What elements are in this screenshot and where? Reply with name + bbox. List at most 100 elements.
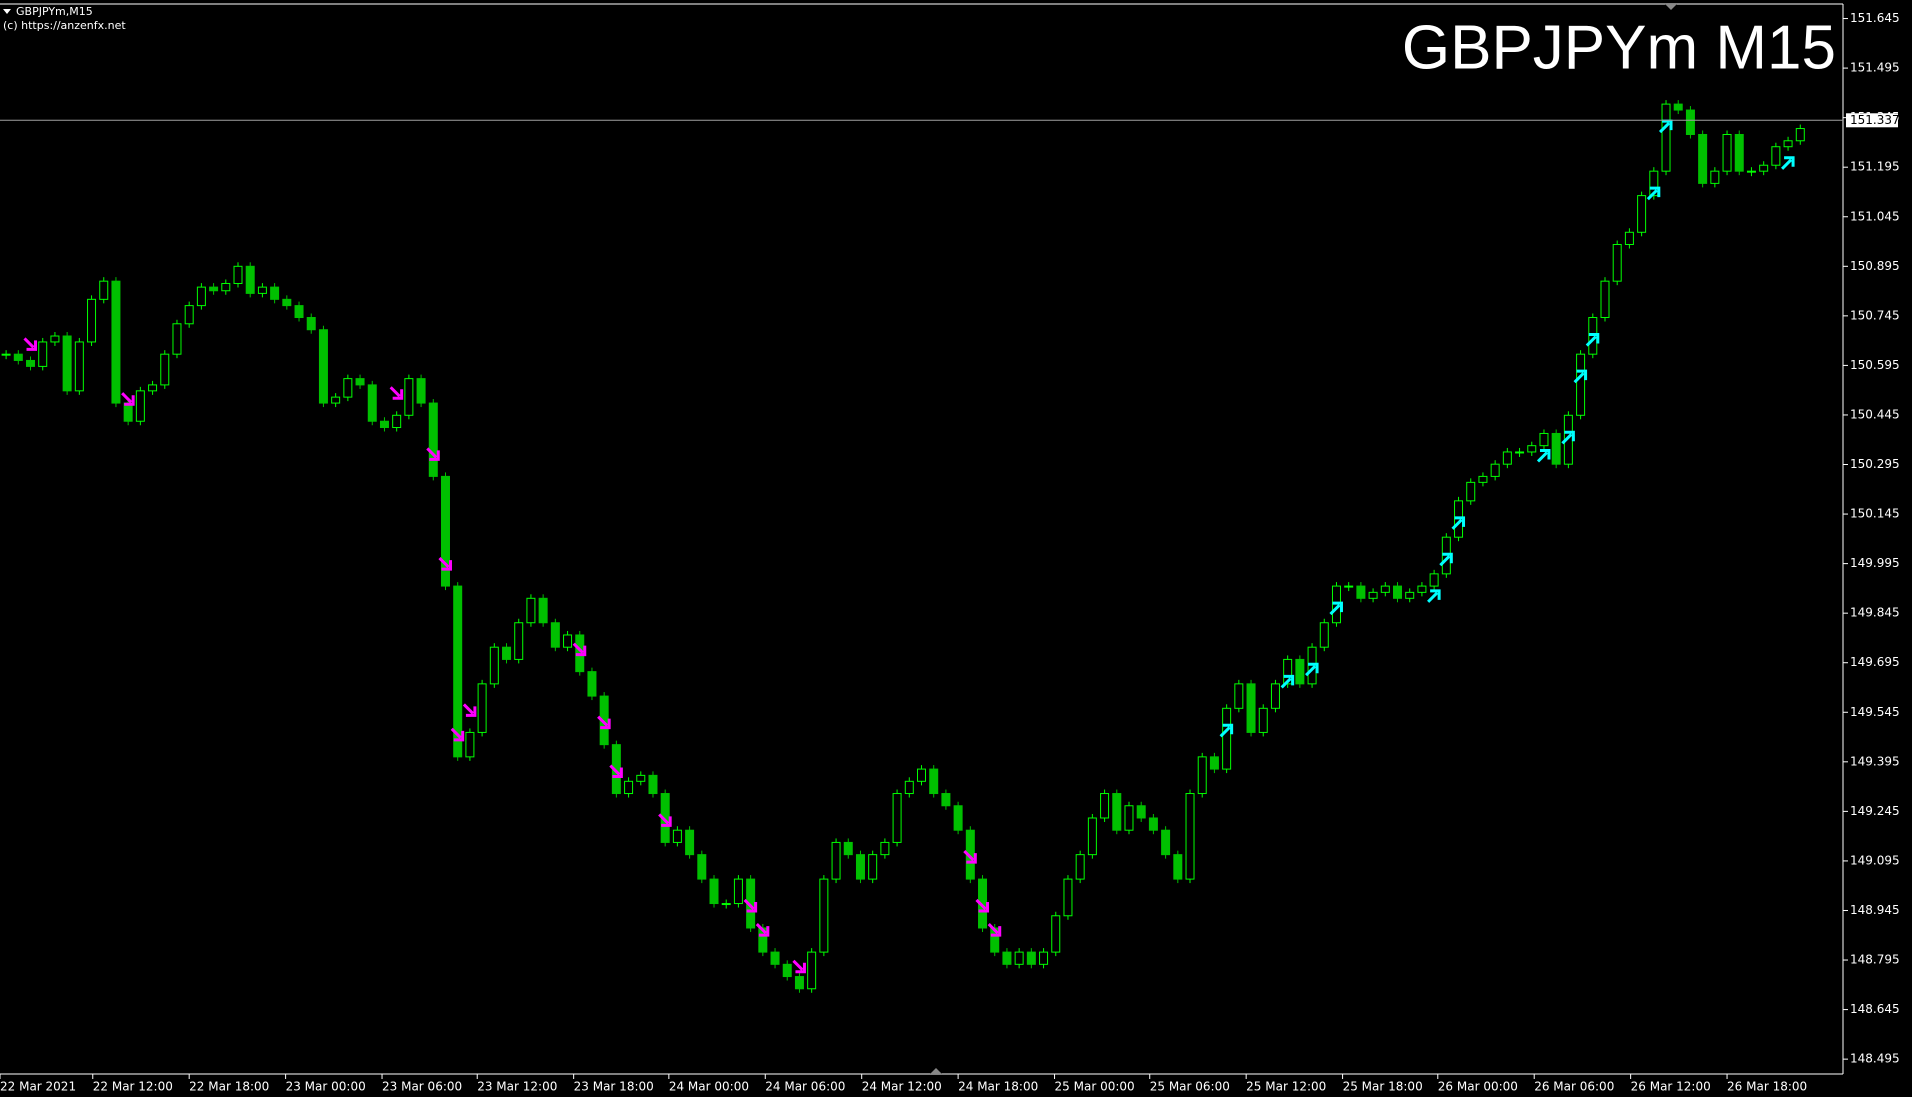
- buy-arrow: [1585, 333, 1600, 347]
- candle-body: [929, 768, 939, 795]
- candle-body: [1624, 231, 1634, 246]
- candle-body: [1502, 451, 1512, 465]
- x-tick-label: 24 Mar 00:00: [669, 1080, 749, 1094]
- candle-body: [1234, 683, 1244, 709]
- y-tick-label: 150.445: [1850, 407, 1900, 421]
- candle-body: [270, 286, 280, 300]
- candle-body: [953, 805, 963, 831]
- candle-body: [172, 323, 182, 355]
- candle-body: [1795, 128, 1805, 142]
- sell-arrow: [755, 923, 770, 937]
- candle-body: [1612, 244, 1622, 282]
- y-tick-label: 150.895: [1850, 259, 1900, 273]
- sell-arrow: [572, 642, 587, 657]
- x-tick-label: 24 Mar 12:00: [862, 1080, 942, 1094]
- candle-body: [1246, 683, 1256, 733]
- candle-body: [209, 286, 219, 292]
- candle-body: [416, 378, 426, 404]
- candle-body: [257, 286, 267, 294]
- x-tick-label: 25 Mar 18:00: [1343, 1080, 1423, 1094]
- sell-arrow: [609, 764, 623, 779]
- candle-body: [502, 646, 512, 660]
- candle-body: [99, 280, 109, 300]
- buy-arrow: [1561, 430, 1575, 445]
- candle-body: [1649, 170, 1659, 197]
- y-tick-label: 149.545: [1850, 705, 1900, 719]
- candle-body: [1478, 475, 1488, 483]
- candle-body: [62, 335, 72, 392]
- candle-body: [941, 793, 951, 807]
- candle-body: [697, 854, 707, 880]
- candle-body: [465, 731, 475, 758]
- y-tick-label: 149.245: [1850, 804, 1900, 818]
- candle-body: [1771, 146, 1781, 166]
- candle-body: [1283, 658, 1293, 685]
- candle-body: [294, 305, 304, 319]
- candle-body: [1112, 793, 1122, 831]
- candle-body: [587, 671, 597, 697]
- candle-body: [306, 317, 316, 331]
- candle-body: [111, 280, 121, 404]
- x-tick-label: 22 Mar 12:00: [93, 1080, 173, 1094]
- sell-arrow: [987, 923, 1002, 937]
- y-tick-label: 150.595: [1850, 358, 1900, 372]
- y-tick-label: 150.145: [1850, 507, 1900, 521]
- candle-body: [1148, 817, 1158, 831]
- sell-arrow: [450, 727, 465, 742]
- sell-arrow: [743, 898, 758, 913]
- candle-body: [831, 841, 841, 880]
- buy-arrow: [1427, 589, 1441, 603]
- candle-body: [526, 597, 536, 624]
- candle-body: [733, 878, 743, 905]
- y-tick-label: 148.495: [1850, 1052, 1900, 1066]
- y-tick-label: 149.395: [1850, 754, 1900, 768]
- buy-arrow: [1439, 552, 1453, 567]
- candle-body: [648, 774, 658, 795]
- candle-body: [1051, 915, 1061, 953]
- candle-body: [404, 378, 414, 416]
- candle-body: [917, 768, 926, 782]
- candle-body: [367, 384, 377, 422]
- candle-body: [1368, 591, 1378, 599]
- buy-arrow: [1536, 448, 1551, 463]
- candle-body: [1063, 878, 1073, 917]
- x-tick-label: 23 Mar 06:00: [382, 1080, 462, 1094]
- candle-body: [148, 384, 158, 392]
- candle-body: [892, 793, 902, 843]
- candle-body: [819, 878, 829, 953]
- y-tick-label: 148.945: [1850, 903, 1900, 917]
- candle-body: [1087, 817, 1097, 856]
- x-tick-label: 25 Mar 12:00: [1246, 1080, 1326, 1094]
- candle-body: [1075, 854, 1085, 880]
- x-tick-label: 24 Mar 06:00: [765, 1080, 845, 1094]
- candle-body: [1393, 585, 1403, 599]
- sell-arrow: [963, 850, 977, 864]
- candle-body: [87, 298, 97, 343]
- candle-body: [1515, 451, 1525, 454]
- candle-body: [1746, 170, 1756, 173]
- buy-arrow: [1329, 601, 1343, 616]
- y-tick-label: 151.195: [1850, 160, 1900, 174]
- candle-body: [74, 341, 84, 392]
- y-tick-label: 149.995: [1850, 556, 1900, 570]
- candle-body: [868, 854, 878, 880]
- candle-body: [440, 475, 450, 587]
- candle-body: [782, 963, 792, 978]
- candle-body: [1002, 951, 1012, 965]
- candle-body: [477, 683, 487, 733]
- candle-body: [1637, 195, 1647, 233]
- candle-body: [1783, 140, 1793, 148]
- candle-body: [184, 305, 194, 325]
- sell-arrow: [389, 386, 404, 400]
- sell-arrow: [121, 392, 135, 406]
- candle-body: [1, 353, 11, 356]
- candle-body: [221, 282, 231, 292]
- sell-arrow: [462, 703, 477, 717]
- candle-body: [1014, 951, 1024, 965]
- candle-body: [1026, 951, 1036, 965]
- scroll-marker-top: [1665, 4, 1677, 10]
- candle-body: [13, 353, 23, 361]
